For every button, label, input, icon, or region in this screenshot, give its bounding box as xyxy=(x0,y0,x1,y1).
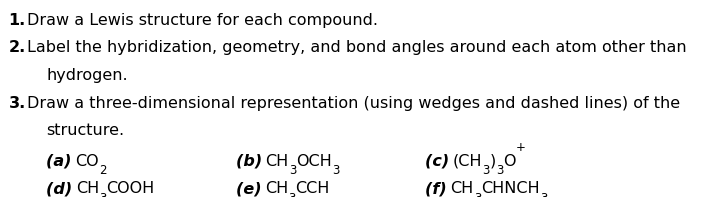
Text: (a): (a) xyxy=(46,154,75,169)
Text: (CH: (CH xyxy=(453,154,483,169)
Text: 3: 3 xyxy=(288,192,295,197)
Text: 3: 3 xyxy=(473,192,481,197)
Text: CO: CO xyxy=(75,154,99,169)
Text: 3: 3 xyxy=(99,192,107,197)
Text: Label the hybridization, geometry, and bond angles around each atom other than: Label the hybridization, geometry, and b… xyxy=(27,40,687,55)
Text: 3.: 3. xyxy=(9,96,26,111)
Text: 3: 3 xyxy=(289,164,296,177)
Text: 1.: 1. xyxy=(9,13,26,28)
Text: 2.: 2. xyxy=(9,40,26,55)
Text: structure.: structure. xyxy=(46,123,124,138)
Text: (f): (f) xyxy=(425,181,450,196)
Text: CH: CH xyxy=(265,154,289,169)
Text: Draw a three-dimensional representation (using wedges and dashed lines) of the: Draw a three-dimensional representation … xyxy=(27,96,680,111)
Text: CH: CH xyxy=(76,181,99,196)
Text: 3: 3 xyxy=(483,164,490,177)
Text: 3: 3 xyxy=(540,192,547,197)
Text: O: O xyxy=(503,154,516,169)
Text: +: + xyxy=(516,141,526,154)
Text: 3: 3 xyxy=(332,164,339,177)
Text: (c): (c) xyxy=(425,154,453,169)
Text: COOH: COOH xyxy=(107,181,155,196)
Text: CHNCH: CHNCH xyxy=(481,181,540,196)
Text: hydrogen.: hydrogen. xyxy=(46,68,128,83)
Text: Draw a Lewis structure for each compound.: Draw a Lewis structure for each compound… xyxy=(27,13,378,28)
Text: CH: CH xyxy=(265,181,288,196)
Text: 3: 3 xyxy=(496,164,503,177)
Text: CH: CH xyxy=(450,181,473,196)
Text: CCH: CCH xyxy=(295,181,330,196)
Text: (d): (d) xyxy=(46,181,76,196)
Text: ): ) xyxy=(490,154,496,169)
Text: (b): (b) xyxy=(236,154,265,169)
Text: (e): (e) xyxy=(236,181,265,196)
Text: OCH: OCH xyxy=(296,154,332,169)
Text: 2: 2 xyxy=(99,164,107,177)
